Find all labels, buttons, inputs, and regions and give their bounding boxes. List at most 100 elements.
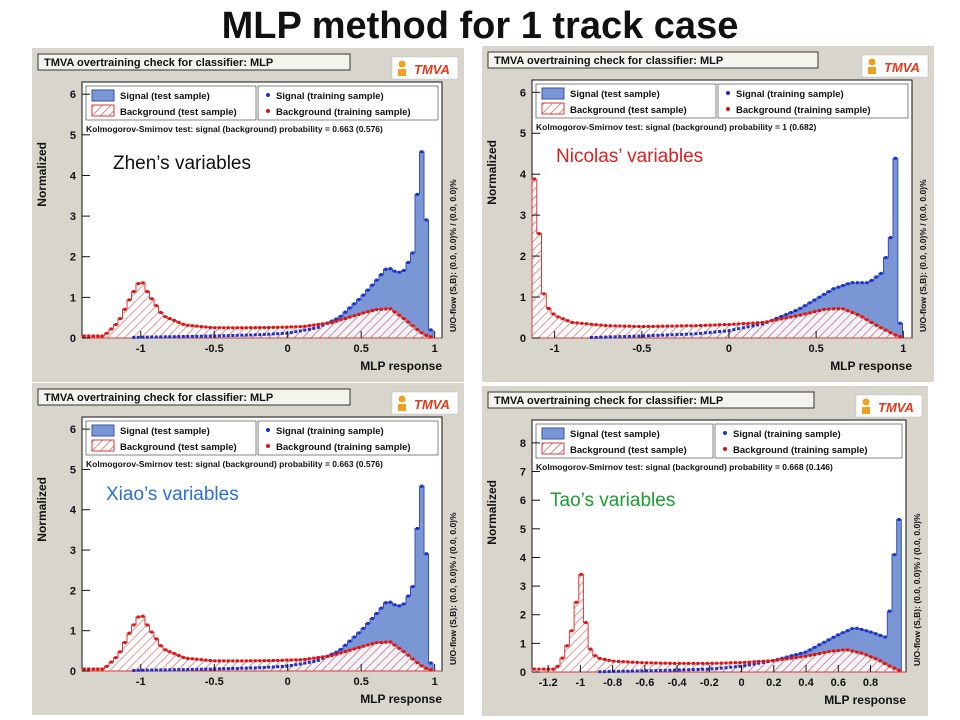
background-train-point (280, 658, 284, 662)
signal-train-point (883, 635, 887, 639)
legend-signal-train: Signal (training sample) (733, 429, 841, 440)
signal-train-point (375, 612, 379, 615)
signal-train-point (589, 336, 593, 339)
legend-background-train: Background (training sample) (276, 442, 411, 453)
background-train-point (575, 321, 579, 325)
signal-train-point (893, 156, 897, 160)
signal-train-point (235, 333, 239, 337)
background-train-point (580, 321, 584, 325)
signal-train-point (204, 667, 208, 671)
background-train-point (677, 661, 681, 665)
y-tick-label: 5 (70, 464, 76, 476)
x-tick-label: -0.8 (603, 677, 622, 689)
signal-train-point (687, 668, 691, 672)
signal-train-point (889, 236, 893, 240)
background-train-point (608, 324, 612, 328)
background-train-point (642, 325, 646, 328)
background-train-point (651, 324, 655, 328)
signal-train-point (635, 669, 639, 673)
background-train-point (537, 232, 541, 236)
signal-train-point (808, 648, 812, 652)
background-train-point (537, 667, 541, 671)
background-train-point (556, 664, 560, 668)
label-xiao-variables: Xiao’s variables (106, 484, 239, 505)
background-train-point (561, 317, 565, 321)
background-train-point (822, 308, 826, 311)
y-axis-label: Normalized (35, 477, 49, 542)
signal-train-point (262, 332, 266, 336)
signal-train-point (186, 335, 190, 338)
signal-train-point (851, 281, 855, 285)
overflow-label: U/O-flow (S,B): (0.0, 0.0)% / (0.0, 0.0)… (918, 179, 928, 332)
signal-train-point (808, 301, 812, 305)
background-train-point (673, 661, 677, 665)
legend-marker-background-train (266, 109, 270, 113)
signal-train-point (172, 668, 176, 672)
signal-train-point (874, 632, 878, 636)
background-train-point (682, 661, 686, 665)
legend-signal-test: Signal (test sample) (570, 89, 660, 100)
signal-train-point (623, 335, 627, 338)
y-tick-label: 4 (520, 552, 527, 564)
legend-background-train: Background (training sample) (736, 105, 871, 116)
y-tick-label: 3 (520, 581, 526, 593)
background-train-point (393, 643, 397, 647)
signal-train-point (626, 669, 630, 673)
signal-train-point (860, 628, 864, 631)
background-train-point (841, 648, 845, 652)
signal-train-point (136, 335, 140, 339)
background-train-point (892, 666, 896, 670)
legend-background-train: Background (training sample) (733, 445, 868, 456)
background-train-point (631, 660, 634, 664)
background-train-point (874, 657, 878, 661)
background-train-point (556, 315, 560, 319)
signal-train-point (294, 330, 298, 334)
y-tick-label: 0 (520, 333, 526, 345)
histogram-tao: TMVA overtraining check for classifier: … (485, 391, 923, 707)
background-train-point (330, 321, 334, 325)
ks-test-text: Kolmogorov-Smirnov test: signal (backgro… (86, 124, 383, 134)
signal-train-point (357, 631, 361, 635)
tmva-logo-dot (398, 395, 406, 403)
signal-train-point (710, 667, 714, 671)
background-train-point (420, 664, 424, 668)
signal-train-point (732, 328, 736, 332)
background-train-point (235, 659, 239, 663)
background-train-point (785, 657, 789, 661)
signal-train-point (841, 284, 845, 287)
background-train-point (729, 661, 733, 665)
legend-background-test: Background (test sample) (120, 107, 237, 118)
background-train-point (348, 315, 352, 319)
y-tick-label: 4 (70, 505, 77, 517)
histogram-xiao: TMVA overtraining check for classifier: … (35, 388, 459, 706)
signal-train-point (599, 335, 603, 339)
ks-test-text: Kolmogorov-Smirnov test: signal (backgro… (536, 462, 833, 472)
signal-train-point (864, 629, 868, 633)
y-tick-label: 3 (70, 211, 76, 223)
background-train-point (751, 321, 755, 325)
background-train-point (150, 630, 154, 634)
background-train-point (594, 323, 598, 327)
tmva-logo-text: TMVA (414, 397, 450, 412)
background-train-point (312, 656, 316, 660)
background-train-point (705, 661, 709, 665)
signal-train-point (141, 335, 145, 339)
signal-train-point (784, 313, 788, 316)
signal-train-point (276, 332, 280, 336)
signal-train-point (352, 302, 356, 306)
y-tick-label: 2 (520, 610, 526, 622)
background-train-point (411, 324, 415, 328)
background-train-point (199, 658, 203, 662)
background-train-point (424, 666, 428, 670)
x-tick-label: -1 (136, 343, 146, 355)
background-train-point (789, 315, 793, 319)
background-train-point (780, 657, 784, 661)
signal-train-point (665, 333, 669, 337)
signal-train-point (656, 333, 660, 337)
signal-train-point (646, 334, 650, 338)
background-train-point (168, 650, 172, 654)
signal-train-point (855, 281, 859, 285)
background-train-point (82, 667, 86, 671)
background-train-point (737, 322, 741, 326)
background-test-histogram (531, 573, 906, 673)
